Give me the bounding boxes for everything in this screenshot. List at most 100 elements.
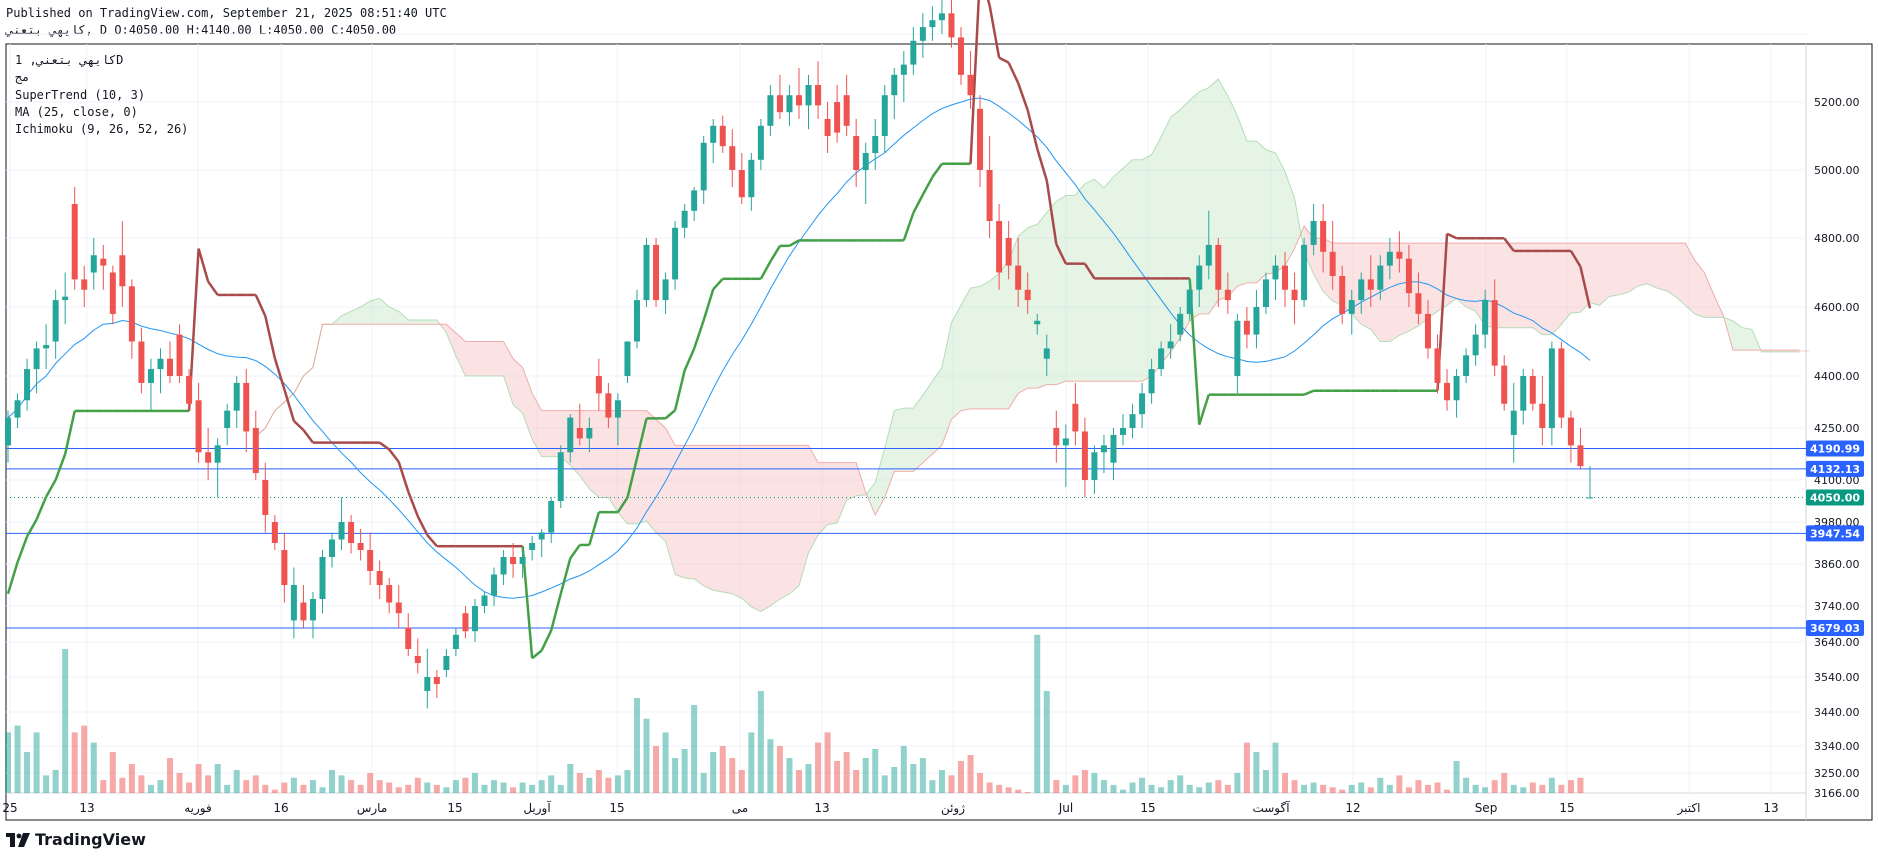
candle-body — [843, 95, 850, 126]
volume-bar — [128, 764, 135, 793]
volume-bar — [767, 739, 774, 793]
volume-bar — [1043, 691, 1050, 793]
volume-bar — [510, 787, 517, 793]
cloud-segment — [541, 410, 552, 457]
candle-body — [748, 159, 755, 198]
tradingview-brand[interactable]: TradingView — [6, 830, 146, 849]
volume-bar — [52, 770, 59, 793]
candlesticks — [5, 0, 1593, 709]
candle — [195, 382, 202, 463]
legend-ma[interactable]: MA (25, close, 0) — [15, 105, 138, 119]
candle — [795, 68, 802, 119]
candle — [605, 382, 612, 428]
candle-body — [224, 410, 231, 428]
volume-bar — [1177, 775, 1184, 793]
volume-bar — [462, 777, 469, 793]
candle-body — [605, 393, 612, 418]
supertrend-segment — [54, 453, 67, 481]
volume-bar — [529, 784, 536, 793]
candle-body — [1567, 417, 1574, 446]
legend-symbol[interactable]: كايهي بتعني, 1D — [15, 53, 124, 67]
candle-body — [1329, 251, 1336, 276]
candle — [252, 410, 259, 480]
cloud-segment — [1532, 243, 1543, 335]
supertrend-segment — [1569, 250, 1582, 268]
cloud-segment — [1799, 350, 1810, 352]
candle — [1205, 210, 1212, 280]
volume-bar — [348, 780, 355, 793]
price-axis[interactable]: 3166.00 3250.00 3340.00 3440.00 3540.00 3640.… — [1814, 96, 1860, 800]
candle-body — [1091, 452, 1098, 480]
volume-bar — [624, 770, 631, 793]
candle — [233, 376, 240, 428]
volume-bar — [471, 773, 478, 793]
volume-bar — [1415, 780, 1422, 793]
volume-bar — [1367, 787, 1374, 793]
volume-bar — [300, 784, 307, 793]
cloud-segment — [894, 408, 904, 472]
candle — [1491, 279, 1498, 376]
candle — [281, 532, 288, 603]
cloud-segment — [1647, 243, 1657, 289]
volume-bar — [186, 782, 193, 793]
candle — [405, 613, 412, 656]
volume-bar — [1291, 780, 1298, 793]
volume-bar — [1091, 773, 1098, 793]
candle-body — [1348, 300, 1355, 314]
legend-supertrend[interactable]: SuperTrend (10, 3) — [15, 88, 146, 102]
candle-body — [147, 369, 154, 383]
cloud-segment — [627, 410, 637, 524]
price-level-badge-label: 4190.99 — [1810, 442, 1860, 455]
candle — [43, 324, 50, 370]
candle-body — [795, 95, 802, 106]
candle-body — [1501, 365, 1508, 404]
candle-body — [176, 334, 183, 376]
candle — [853, 119, 860, 187]
candle-body — [700, 142, 707, 191]
candle — [414, 638, 421, 674]
cloud-segment — [961, 288, 971, 411]
candle-body — [62, 296, 69, 301]
volume-bar — [633, 698, 640, 793]
candle-body — [1024, 289, 1031, 301]
candle — [471, 599, 478, 642]
candle-body — [1196, 265, 1203, 290]
candle — [1586, 466, 1593, 499]
candle-body — [405, 627, 412, 649]
candle-body — [443, 656, 450, 670]
candle-body — [367, 550, 374, 571]
candle — [595, 358, 602, 411]
cloud-segment — [617, 410, 628, 524]
candle-body — [815, 85, 822, 106]
volume-bar — [1558, 784, 1565, 793]
candle-body — [1444, 382, 1451, 401]
candle — [719, 115, 726, 153]
cloud-segment — [1027, 224, 1038, 389]
candle — [1072, 382, 1079, 446]
volume-bar — [176, 773, 183, 793]
moving-average — [7, 97, 1591, 599]
candle-body — [1005, 238, 1012, 266]
candle-body — [424, 677, 431, 691]
volume-bar — [43, 775, 50, 793]
volume-bar — [252, 775, 259, 793]
candle-body — [433, 677, 440, 684]
cloud-segment — [846, 462, 857, 501]
time-tick-label: 16 — [273, 801, 288, 815]
candle — [567, 414, 574, 463]
cloud-segment — [1466, 243, 1476, 312]
candle — [1186, 279, 1193, 321]
volume-bar — [1539, 784, 1546, 793]
candle-body — [653, 244, 660, 301]
volume-bar — [1015, 789, 1022, 793]
volume-bar — [271, 789, 278, 793]
cloud-segment — [789, 445, 799, 594]
legend-ichimoku[interactable]: Ichimoku (9, 26, 52, 26) — [15, 122, 189, 136]
cloud-segment — [1275, 153, 1286, 273]
time-axis[interactable]: 25 13 فوريه 16 مارس 15 آوريل 15 مى 13 ژوئن Jul 15 آگو… — [2, 800, 1778, 816]
supertrend-segment — [1017, 82, 1029, 111]
cloud-segment — [703, 445, 714, 591]
cloud-segment — [1285, 171, 1295, 266]
candle-body — [290, 585, 297, 621]
